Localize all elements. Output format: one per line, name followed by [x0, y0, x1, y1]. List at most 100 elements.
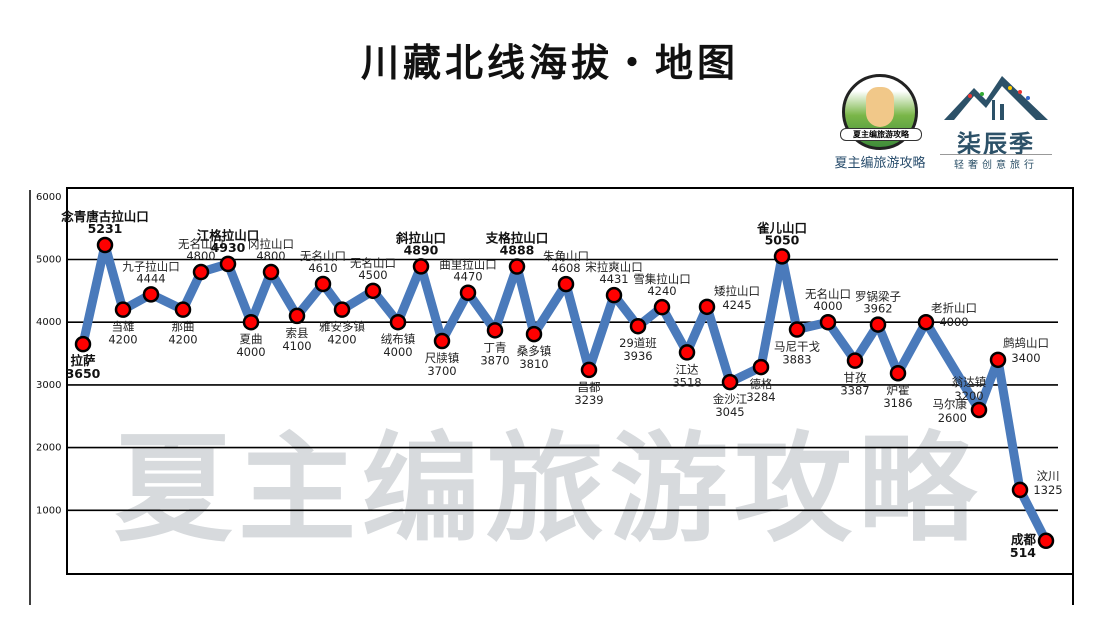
point-name-label: 丁青 — [484, 340, 507, 354]
point-value-label: 4610 — [308, 261, 337, 275]
data-point — [174, 301, 192, 318]
point-name-label: 雅安多镇 — [319, 320, 365, 334]
point-name-label: 尺牍镇 — [425, 351, 460, 365]
point-value-label: 4245 — [722, 298, 751, 312]
point-value-label: 5050 — [765, 232, 800, 247]
point-name-label: 雀儿山口 — [756, 220, 807, 235]
point-name-label: 无名山口 — [350, 256, 396, 270]
point-name-label: 宋拉爽山口 — [585, 260, 643, 274]
point-name-label: 无名山口 — [300, 249, 346, 263]
point-value-label: 3284 — [746, 390, 775, 404]
point-name-label: 桑多镇 — [517, 344, 552, 358]
point-name-label: 马尔康 — [933, 397, 968, 411]
point-value-label: 4200 — [108, 333, 137, 347]
point-name-label: 索县 — [286, 326, 309, 340]
annotation-value-label: 3200 — [954, 389, 983, 403]
point-value-label: 4200 — [327, 333, 356, 347]
point-value-label: 1325 — [1033, 483, 1062, 497]
point-name-label: 罗锅梁子 — [855, 290, 901, 304]
data-point — [557, 275, 575, 293]
point-name-label: 九子拉山口 — [122, 259, 180, 273]
point-name-label: 昌都 — [578, 380, 601, 394]
y-tick-label: 4000 — [36, 317, 61, 328]
data-point — [605, 286, 623, 304]
point-name-label: 支格拉山口 — [485, 231, 549, 246]
xia-zhubian-logo: 夏主编旅游攻略 夏主编旅游攻略 — [826, 70, 934, 171]
data-point — [846, 352, 864, 369]
data-point — [96, 236, 114, 254]
elevation-line — [78, 240, 1051, 546]
y-tick-label: 1000 — [36, 505, 61, 516]
point-name-label: 矮拉山口 — [714, 284, 760, 298]
mountain-icon — [944, 76, 1048, 120]
point-value-label: 3650 — [66, 366, 101, 381]
point-value-label: 4890 — [404, 242, 439, 257]
point-name-label: 炉霍 — [887, 383, 910, 397]
point-value-label: 3186 — [883, 396, 912, 410]
point-name-label: 甘孜 — [844, 371, 867, 385]
point-name-label: 29道班 — [619, 336, 657, 350]
data-point — [819, 313, 837, 331]
data-point — [262, 263, 280, 281]
data-point — [773, 248, 791, 265]
data-point — [364, 282, 382, 300]
point-value-label: 4888 — [500, 243, 535, 258]
point-name-label: 无名山口 — [805, 287, 851, 301]
point-value-label: 3883 — [782, 353, 811, 367]
point-name-label: 冈拉山口 — [248, 237, 294, 251]
point-value-label: 4240 — [647, 284, 676, 298]
point-name-label: 马尼干戈 — [774, 340, 820, 354]
point-value-label: 5231 — [88, 221, 123, 236]
point-value-label: 4000 — [813, 299, 842, 313]
data-point — [788, 321, 806, 338]
point-value-label: 4800 — [256, 249, 285, 263]
logo-brand: 柒辰季 — [957, 130, 1035, 158]
point-value-label: 3239 — [574, 393, 603, 407]
point-name-label: 德格 — [750, 377, 773, 391]
data-point — [525, 325, 543, 343]
data-point — [678, 344, 696, 361]
point-value-label: 3962 — [863, 302, 892, 316]
point-name-label: 斜拉山口 — [395, 230, 446, 245]
point-name-label: 当雄 — [112, 320, 135, 334]
point-value-label: 4000 — [236, 345, 265, 359]
point-name-label: 那曲 — [172, 320, 195, 334]
point-name-label: 江格拉山口 — [197, 228, 260, 243]
data-point — [314, 275, 332, 293]
data-point — [242, 313, 260, 331]
data-point — [114, 301, 132, 318]
data-point — [698, 298, 716, 316]
point-value-label: 3387 — [840, 384, 869, 398]
point-value-label: 4000 — [383, 345, 412, 359]
point-name-label: 念青唐古拉山口 — [61, 209, 149, 224]
data-point — [889, 364, 907, 382]
point-value-label: 3518 — [672, 375, 701, 389]
data-point — [142, 286, 160, 303]
data-point — [721, 373, 739, 391]
point-value-label: 4000 — [939, 315, 968, 329]
data-point — [970, 401, 988, 419]
data-point — [580, 361, 598, 379]
point-name-label: 无名山口 — [178, 237, 224, 251]
point-value-label: 4444 — [136, 271, 165, 285]
data-point — [989, 351, 1007, 369]
data-point — [288, 307, 306, 325]
point-name-label: 成都 — [1011, 532, 1037, 547]
point-value-label: 514 — [1010, 545, 1036, 560]
data-point — [433, 332, 451, 350]
y-tick-label: 5000 — [36, 255, 61, 266]
logo-badge-text: 夏主编旅游攻略 — [840, 128, 922, 141]
data-point — [629, 317, 647, 335]
annotation-name-label: 翁达镇 — [952, 375, 987, 389]
data-point — [389, 313, 407, 331]
point-name-label: 拉萨 — [70, 353, 96, 368]
point-value-label: 4200 — [168, 333, 197, 347]
qichenji-logo: 柒辰季 轻奢创意旅行 — [940, 74, 1052, 174]
data-point — [333, 301, 351, 318]
data-point — [459, 284, 477, 301]
point-name-label: 曲里拉山口 — [439, 258, 497, 272]
point-name-label: 鹧鸪山口 — [1003, 336, 1049, 350]
data-point — [653, 298, 671, 316]
data-point — [74, 335, 92, 353]
point-name-label: 汶川 — [1037, 469, 1060, 483]
